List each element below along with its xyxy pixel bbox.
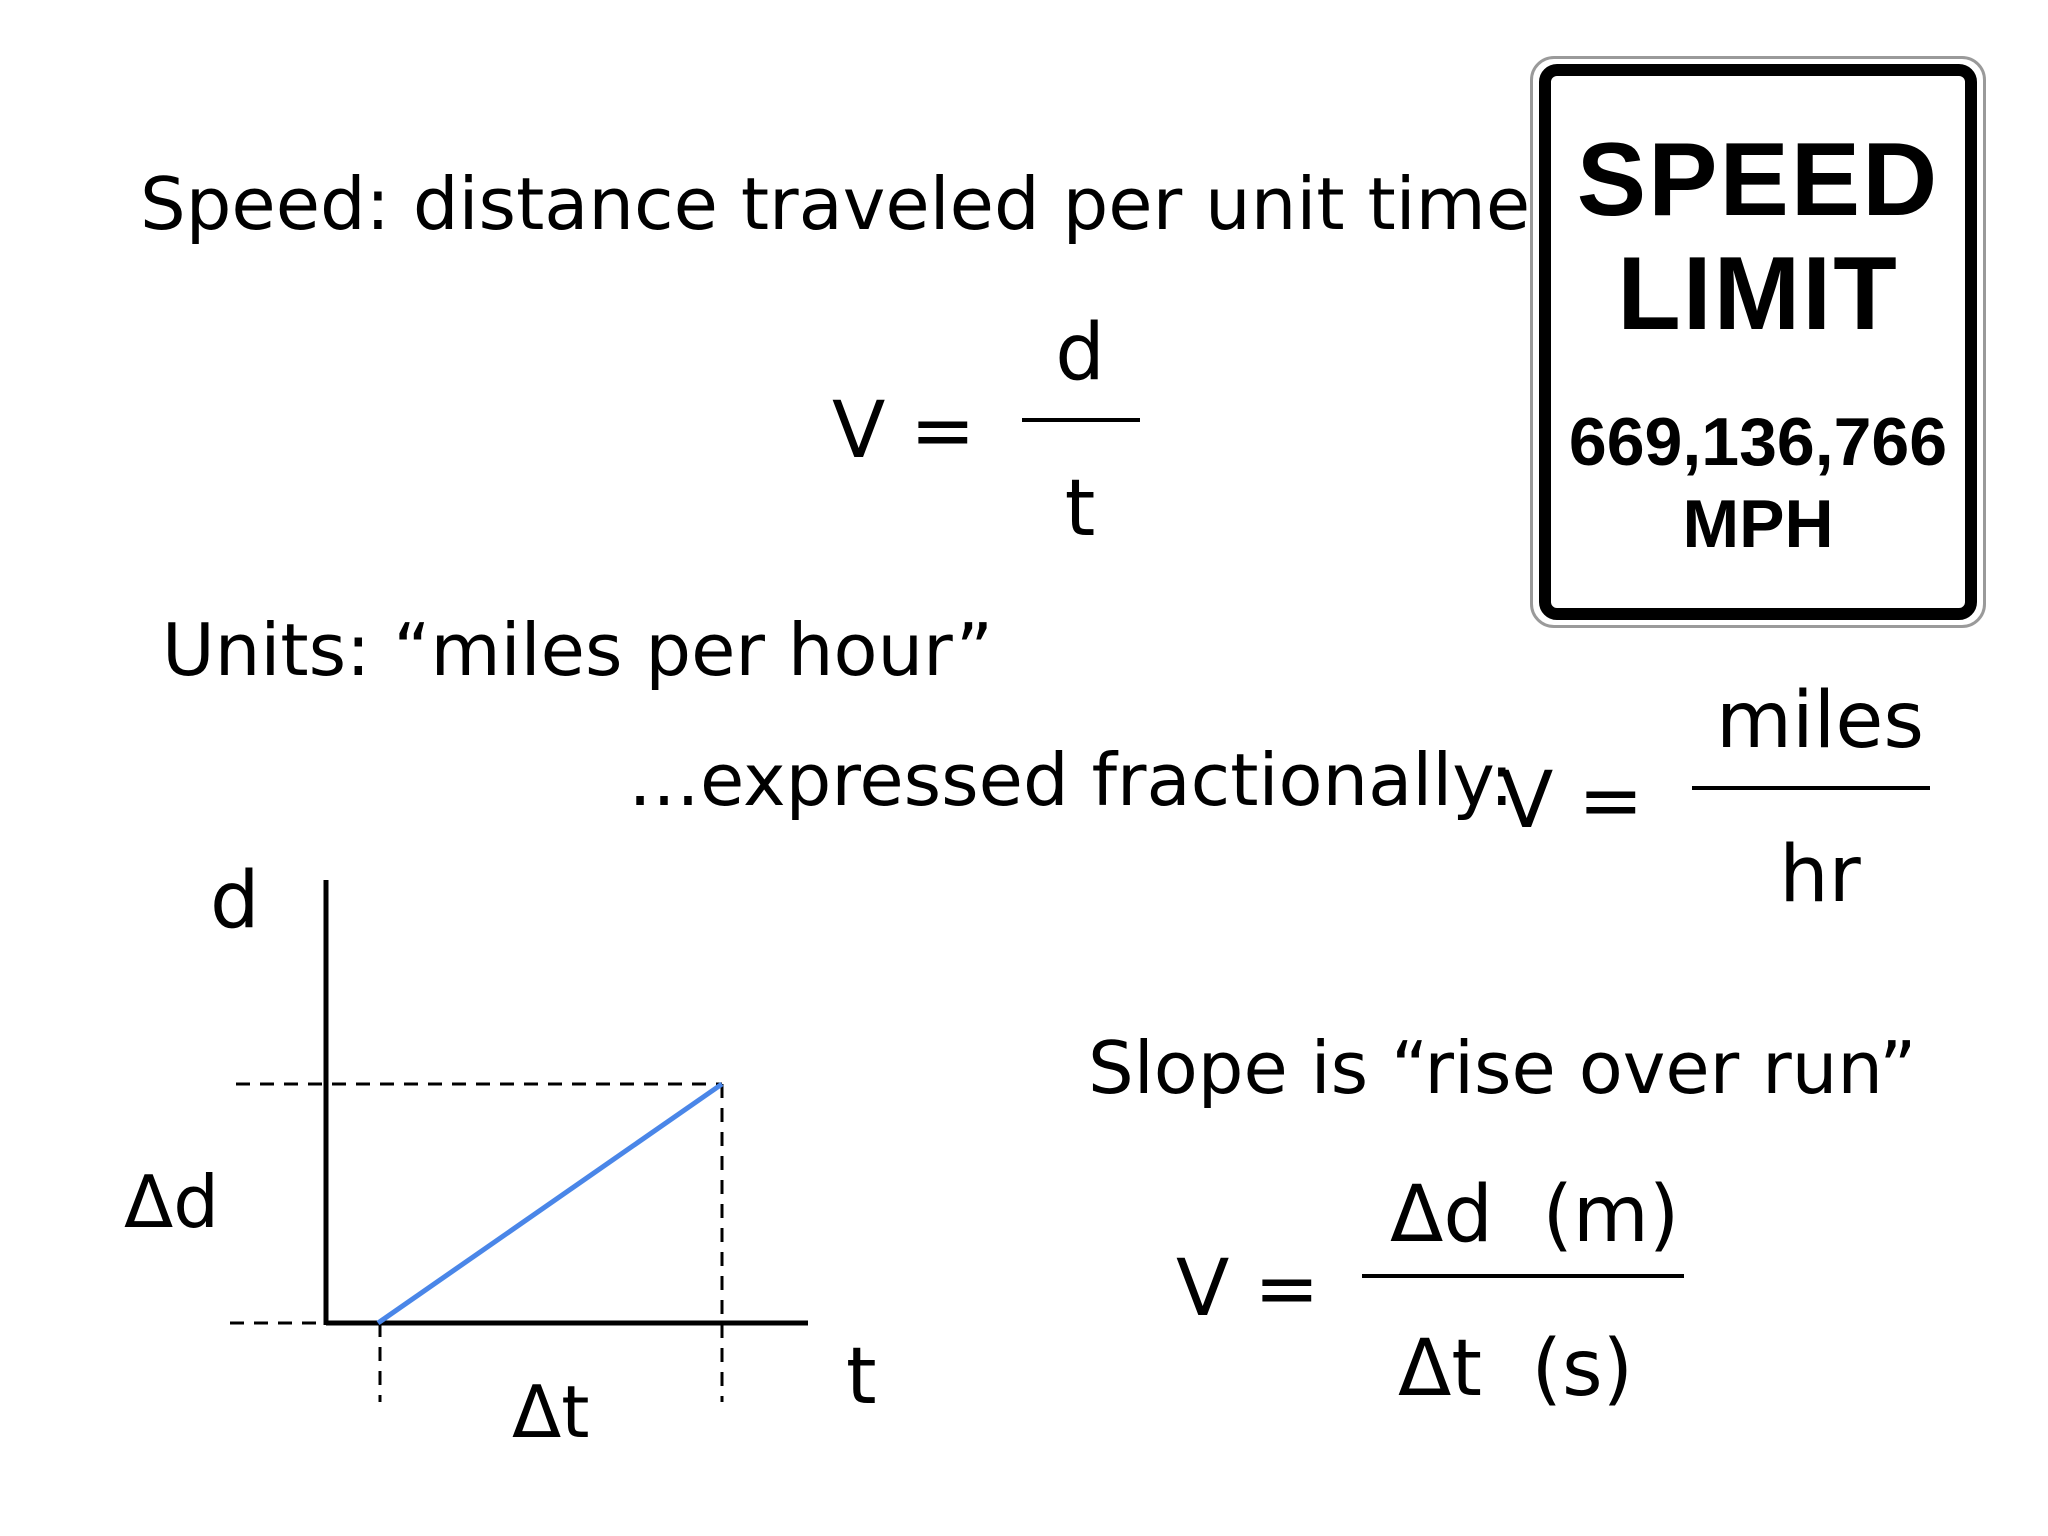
formula2-lhs: V = [1500, 756, 1644, 846]
formula3-fraction-bar [1362, 1274, 1684, 1278]
formula3-denominator: Δt (s) [1398, 1324, 1634, 1414]
graph-y-axis-label: d [210, 856, 260, 946]
units-line: Units: “miles per hour” [162, 608, 994, 692]
formula1-numerator: d [1055, 308, 1105, 398]
formula2-fraction-bar [1692, 786, 1930, 790]
formula2-numerator: miles [1716, 676, 1924, 766]
formula2-denominator: hr [1779, 830, 1861, 920]
slope-line-text: Slope is “rise over run” [1088, 1026, 1917, 1110]
graph-delta-d-label: Δd [124, 1160, 219, 1244]
speed-definition: Speed: distance traveled per unit time [140, 162, 1531, 246]
formula3-lhs: V = [1176, 1244, 1320, 1334]
speed-limit-sign: SPEED LIMIT 669,136,766 MPH [1539, 64, 1977, 620]
formula1-fraction-bar [1022, 418, 1140, 422]
sign-unit: MPH [1682, 486, 1834, 562]
formula3-numerator: Δd (m) [1390, 1170, 1680, 1260]
graph-x-axis-label: t [846, 1332, 877, 1422]
sign-speed-value: 669,136,766 [1568, 404, 1948, 480]
slope-line [376, 1081, 724, 1326]
sign-line2: LIMIT [1617, 236, 1899, 352]
formula1-lhs: V = [832, 386, 976, 476]
formula1-denominator: t [1064, 464, 1096, 554]
graph-delta-t-label: Δt [512, 1370, 590, 1454]
sign-line1: SPEED [1576, 122, 1940, 238]
expressed-line: …expressed fractionally: [628, 738, 1514, 822]
